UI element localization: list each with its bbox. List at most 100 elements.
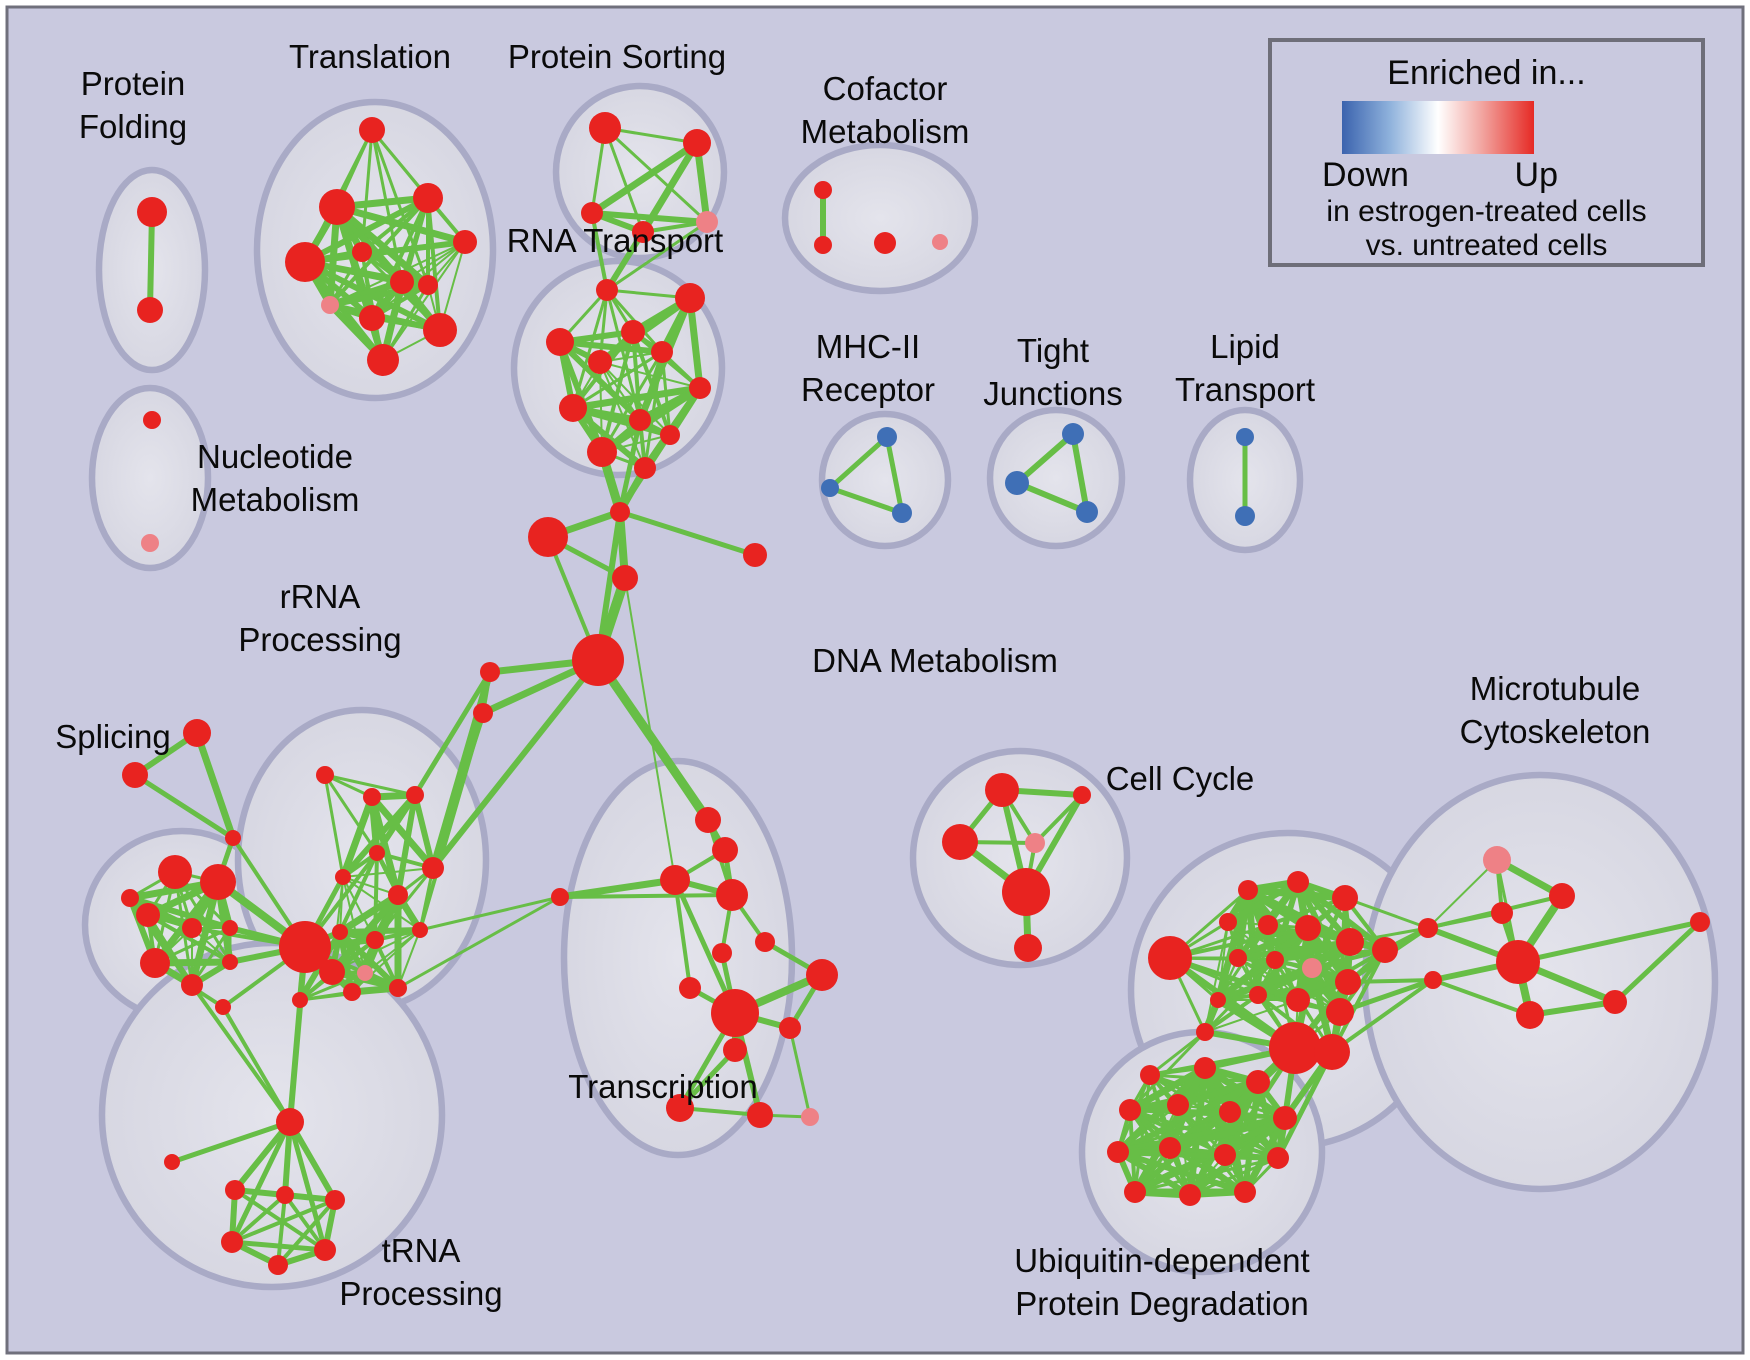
node-fx8 [279,921,331,973]
edge [323,773,417,797]
edge [617,417,643,515]
cluster-label-lt: Lipid [1210,328,1280,365]
edge [1214,964,1316,1004]
node-lt0 [1236,428,1254,446]
node-rr7 [332,924,348,940]
node-tr0 [359,117,385,143]
cluster-label-rr: rRNA [280,578,361,615]
node-cc9 [1229,949,1247,967]
node-ub6 [1273,1106,1297,1130]
edge [233,1188,327,1252]
edge [229,1119,293,1245]
edge [1431,978,1532,1017]
node-tr7 [321,296,339,314]
edge [430,657,601,871]
cluster-label-tx: Transcription [568,1068,758,1105]
edge [132,772,236,841]
edge [600,330,635,454]
cluster-label-rr: Processing [238,621,401,658]
node-sp5 [222,920,238,936]
node-ub10 [1267,1147,1289,1169]
edge [673,878,692,990]
node-dm5 [1014,934,1042,962]
node-tx7 [806,959,838,991]
edge [1014,480,1090,515]
node-rt1 [675,283,705,313]
node-tn4 [221,1231,243,1253]
edge [1014,431,1076,486]
edge [397,929,421,989]
node-rr4 [335,869,351,885]
node-nm0 [143,411,161,429]
edge [337,929,368,976]
edge [401,241,466,283]
edge [146,913,232,964]
node-cc18 [1269,1022,1321,1074]
edge [1426,911,1504,930]
node-mt4 [1516,1001,1544,1029]
cluster-label-cf: Cofactor [823,70,948,107]
edge [1330,948,1387,1054]
edge [1346,978,1435,984]
node-rr3 [369,845,385,861]
node-ub3 [1119,1099,1141,1121]
node-rr12 [389,979,407,997]
edge [588,139,701,217]
node-tr2 [285,242,325,282]
edge [287,1119,328,1253]
cluster-label-rt: RNA Transport [507,222,723,259]
node-tr8 [359,305,385,331]
edge [1133,1156,1280,1194]
node-rr9 [412,922,428,938]
legend-title: Enriched in... [1387,54,1586,92]
node-ps2 [581,202,603,224]
edge [364,929,421,974]
node-fx9 [183,719,211,747]
node-fx11 [225,830,241,846]
node-cf2 [874,232,896,254]
edge [230,1193,287,1244]
edge [631,330,642,422]
edge [360,250,430,287]
edge [1612,919,1703,1005]
node-mt0 [1483,846,1511,874]
edge [1515,919,1703,965]
edge [370,128,430,287]
edge [557,339,665,355]
node-tx2 [660,865,690,895]
node-ps3 [632,221,654,243]
legend-up-label: Up [1514,156,1558,194]
node-cf3 [932,234,948,250]
node-nm1 [141,534,159,552]
node-cc19 [1314,1034,1350,1070]
node-cf1 [814,236,832,254]
node-tr10 [367,344,399,376]
node-cc10 [1266,951,1284,969]
node-mh2 [892,503,912,523]
edge [596,294,694,366]
edge [570,405,673,438]
edge [1148,1030,1207,1077]
edge [147,209,155,313]
cluster-label-tj: Junctions [983,375,1122,412]
edge [340,792,418,880]
node-rt11 [634,457,656,479]
node-rt8 [629,409,651,431]
node-fx2 [743,543,767,567]
edge [412,792,436,871]
node-tn2 [276,1186,294,1204]
legend-down-label: Down [1322,156,1409,194]
edge [598,288,609,364]
node-cf0 [814,181,832,199]
node-rr10 [292,992,308,1008]
edge [276,1193,287,1267]
node-tr5 [352,242,372,262]
node-rt4 [588,350,612,374]
node-mh1 [821,479,839,497]
node-fx10 [122,762,148,788]
edge [884,434,905,516]
node-ub12 [1179,1184,1201,1206]
node-fx3 [612,565,638,591]
edge [288,998,302,1124]
edge [287,1119,338,1203]
